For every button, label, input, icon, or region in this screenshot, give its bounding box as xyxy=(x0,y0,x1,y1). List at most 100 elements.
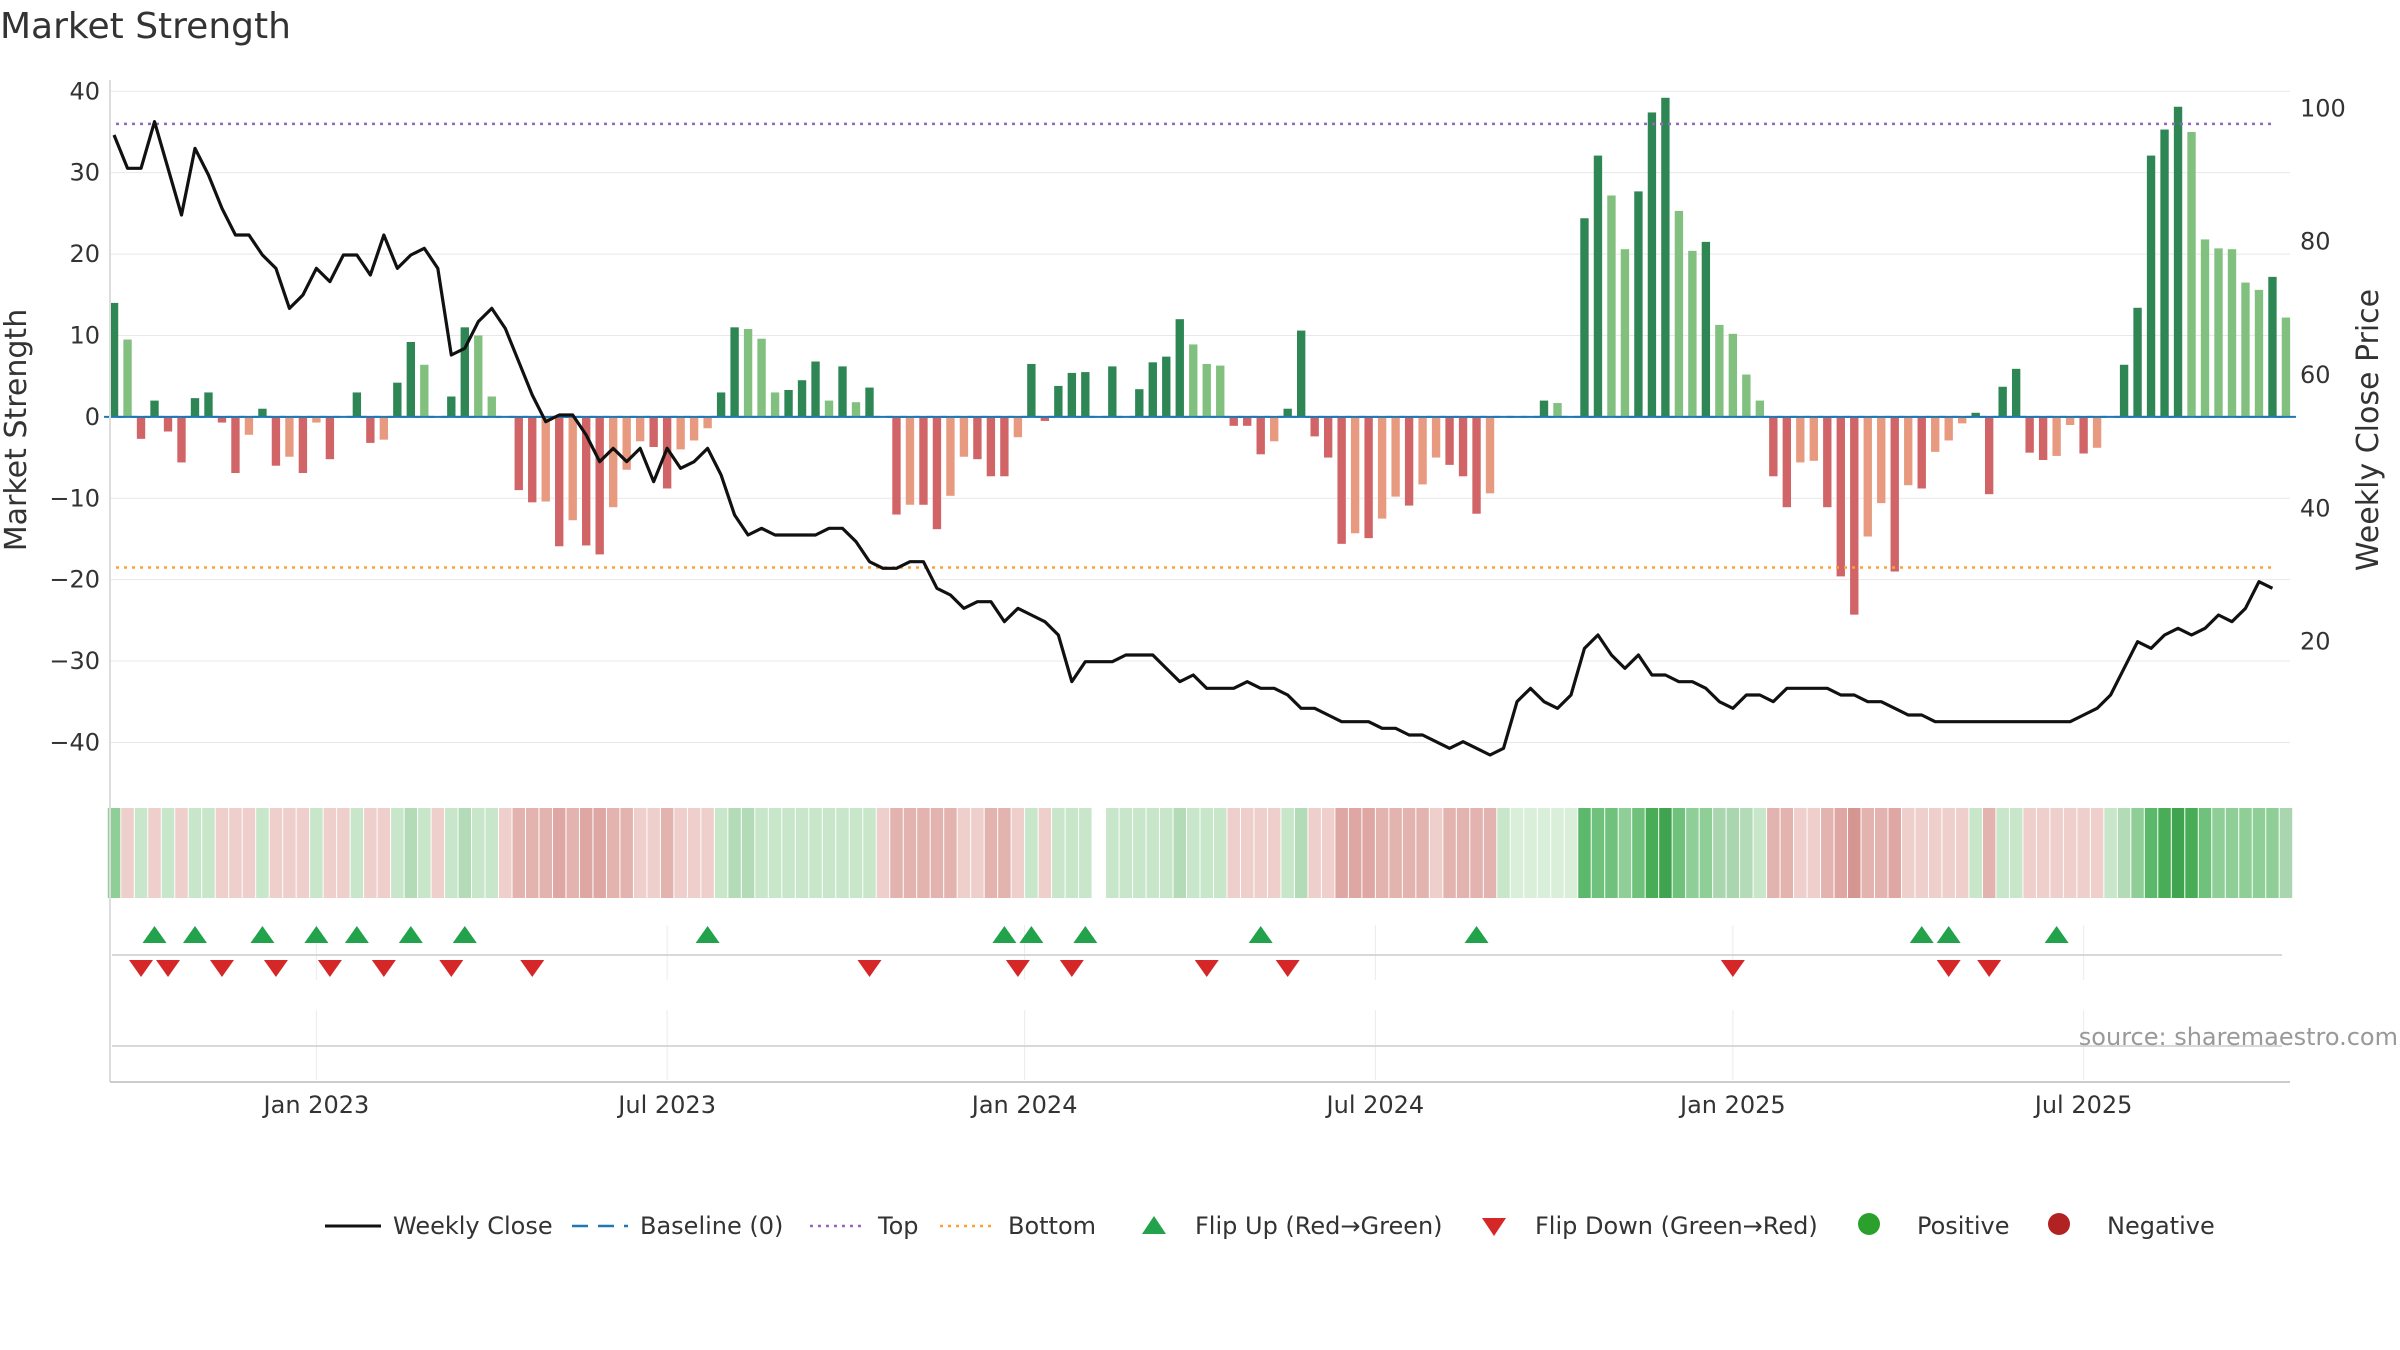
flip-down-marker xyxy=(156,960,181,977)
negative-bar xyxy=(231,416,240,474)
negative-bar xyxy=(1337,416,1346,544)
flip-down-marker xyxy=(263,960,288,977)
negative-bar xyxy=(1391,416,1400,497)
negative-bar xyxy=(1270,416,1279,442)
flip-down-marker xyxy=(1059,960,1084,977)
regime-cell xyxy=(512,808,525,898)
regime-cell xyxy=(606,808,620,898)
legend-item-top: Top xyxy=(810,1212,919,1240)
negative-bar xyxy=(2065,416,2075,425)
regime-cell xyxy=(431,808,445,898)
negative-bar xyxy=(379,416,389,440)
legend-label: Negative xyxy=(2107,1212,2215,1240)
regime-cell xyxy=(485,808,499,898)
positive-bar xyxy=(2241,282,2250,417)
regime-cell xyxy=(1106,808,1119,898)
positive-bar xyxy=(1728,333,1738,417)
source-label: source: sharemaestro.com xyxy=(2079,1023,2398,1051)
regime-cell xyxy=(1699,808,1713,898)
negative-bar xyxy=(662,416,672,489)
negative-bar xyxy=(1013,416,1023,438)
flip-up-marker xyxy=(2044,926,2069,943)
positive-bar xyxy=(1580,218,1589,417)
flip-down-marker xyxy=(129,960,154,977)
regime-cell xyxy=(1618,808,1632,898)
regime-cell xyxy=(2198,808,2212,898)
regime-cell xyxy=(2009,808,2023,898)
regime-cell xyxy=(175,808,188,898)
positive-bar xyxy=(1701,241,1711,417)
regime-cell xyxy=(1672,808,1686,898)
positive-bar xyxy=(1054,385,1063,417)
flip-up-marker xyxy=(182,926,207,943)
regime-cell xyxy=(1281,808,1294,898)
regime-cell xyxy=(674,808,687,898)
flip-up-marker xyxy=(1019,926,1044,943)
regime-cell xyxy=(1969,808,1982,898)
regime-cell xyxy=(1079,808,1092,898)
negative-bar xyxy=(2052,416,2061,456)
regime-cell xyxy=(579,808,593,898)
legend-item-bottom: Bottom xyxy=(940,1212,1096,1240)
negative-bar xyxy=(1796,416,1805,463)
positive-bar xyxy=(811,361,820,417)
negative-bar xyxy=(1431,416,1441,458)
regime-cell xyxy=(1173,808,1187,898)
regime-cell xyxy=(768,808,782,898)
regime-cell xyxy=(1659,808,1672,898)
regime-cell xyxy=(2077,808,2090,898)
regime-cell xyxy=(1443,808,1456,898)
regime-cell xyxy=(1794,808,1807,898)
negative-bar xyxy=(1809,416,1818,461)
negative-bar xyxy=(177,416,186,463)
y-tick-label: 40 xyxy=(69,77,100,105)
strength-bars xyxy=(109,97,2291,615)
positive-bar xyxy=(1283,408,1292,417)
positive-bar xyxy=(1742,374,1751,417)
negative-bar xyxy=(973,416,982,460)
positive-bar xyxy=(797,380,807,417)
negative-bar xyxy=(2079,416,2088,454)
regime-cell xyxy=(1038,808,1052,898)
regime-cell xyxy=(1187,808,1200,898)
flip-down-marker xyxy=(1194,960,1219,977)
positive-bar xyxy=(2133,307,2142,417)
legend-label: Positive xyxy=(1917,1212,2010,1240)
x-tick-label: Jul 2024 xyxy=(1325,1091,1425,1119)
negative-bar xyxy=(244,416,254,435)
positive-bar xyxy=(1027,363,1036,417)
positive-bar xyxy=(770,392,780,417)
negative-bar xyxy=(541,416,550,502)
y-tick-label: 0 xyxy=(85,403,100,431)
negative-bar xyxy=(555,416,564,547)
negative-bar xyxy=(366,416,375,443)
positive-bar xyxy=(1216,365,1225,417)
positive-bar xyxy=(1162,356,1171,417)
regime-cell xyxy=(836,808,849,898)
regime-cell xyxy=(1510,808,1524,898)
regime-cell xyxy=(620,808,633,898)
regime-cell xyxy=(1335,808,1348,898)
positive-bar xyxy=(2268,276,2277,417)
positive-bar xyxy=(1081,372,1090,417)
positive-bar xyxy=(447,396,456,417)
y-tick-label: 20 xyxy=(69,240,100,268)
regime-cell xyxy=(472,808,485,898)
regime-cell xyxy=(647,808,660,898)
regime-cell xyxy=(822,808,836,898)
regime-cell xyxy=(1011,808,1025,898)
negative-bar xyxy=(1485,416,1495,494)
y2-tick-label: 100 xyxy=(2300,94,2346,122)
y-tick-label: 30 xyxy=(69,159,100,187)
positive-bar xyxy=(1715,324,1724,417)
regime-cell xyxy=(1389,808,1402,898)
negative-bar xyxy=(1364,416,1373,539)
regime-cell xyxy=(1537,808,1551,898)
regime-cell xyxy=(849,808,863,898)
regime-cell xyxy=(404,808,418,898)
negative-bar xyxy=(568,416,577,521)
positive-bar xyxy=(2146,155,2156,417)
flip-up-marker xyxy=(695,926,720,943)
regime-cell xyxy=(1726,808,1740,898)
regime-cell xyxy=(593,808,606,898)
